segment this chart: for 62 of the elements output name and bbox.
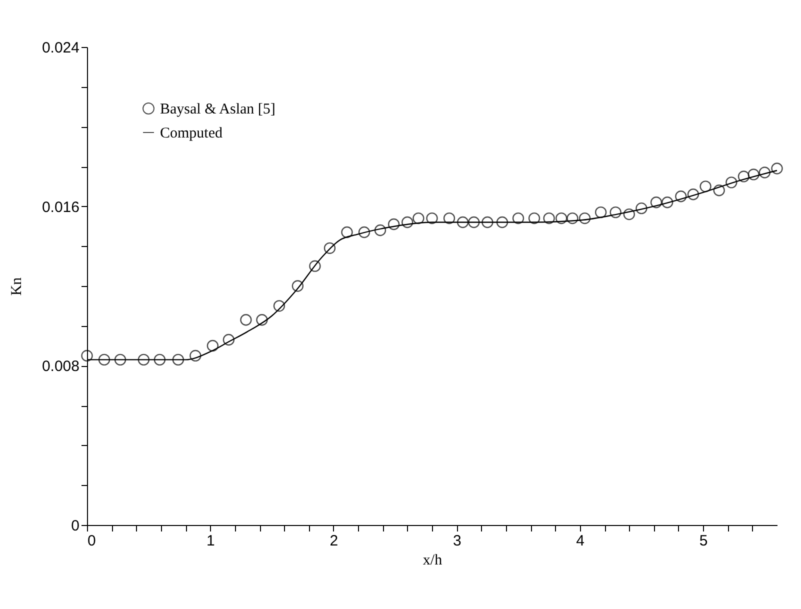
y-tick-label: 0.024 [42, 40, 80, 56]
point [240, 314, 252, 326]
point [543, 212, 555, 224]
point [426, 212, 438, 224]
legend-label: Baysal & Aslan [5] [160, 102, 276, 118]
point [687, 188, 700, 200]
point [566, 212, 578, 224]
point [388, 218, 400, 230]
y-tick-label: 0.008 [42, 358, 80, 376]
point [206, 340, 219, 352]
point [758, 166, 771, 178]
point [771, 162, 783, 174]
point [98, 354, 110, 366]
point [636, 202, 648, 214]
x-axis-title: x/h [422, 552, 443, 568]
point [700, 180, 712, 192]
legend-label: Computed [160, 126, 223, 142]
point [412, 212, 424, 224]
point [610, 206, 622, 218]
point [650, 196, 662, 208]
x-tick-label: 0 [88, 532, 96, 550]
point [578, 212, 591, 224]
point [748, 168, 760, 180]
point [661, 196, 674, 208]
point [528, 212, 540, 224]
point [726, 176, 738, 188]
x-tick-label: 4 [576, 532, 585, 550]
point [81, 350, 93, 362]
point [482, 216, 494, 228]
point [443, 212, 456, 224]
x-tick-label: 3 [452, 532, 462, 550]
x-tick-label: 1 [206, 532, 215, 550]
point [623, 208, 635, 220]
point [114, 354, 126, 366]
point [556, 212, 568, 224]
point [222, 334, 235, 346]
point [512, 212, 524, 224]
point [273, 300, 286, 312]
point [402, 216, 414, 228]
point [341, 226, 353, 238]
point [324, 242, 336, 254]
point [292, 280, 304, 292]
point [309, 260, 321, 272]
point [675, 190, 687, 202]
y-tick-label: 0 [71, 518, 80, 534]
point [138, 354, 150, 366]
point [456, 216, 469, 228]
point [256, 314, 268, 326]
y-tick-label: 0.016 [42, 198, 80, 216]
point [496, 216, 508, 228]
point [154, 354, 166, 366]
point [738, 170, 750, 182]
point [468, 216, 480, 228]
x-tick-label: 5 [699, 532, 708, 550]
point [190, 350, 202, 362]
point [358, 226, 370, 238]
point [594, 206, 607, 218]
point [172, 354, 184, 366]
x-tick-label: 2 [330, 532, 338, 550]
point [374, 224, 386, 236]
point [713, 184, 725, 196]
y-axis-title: Kn [8, 276, 25, 296]
